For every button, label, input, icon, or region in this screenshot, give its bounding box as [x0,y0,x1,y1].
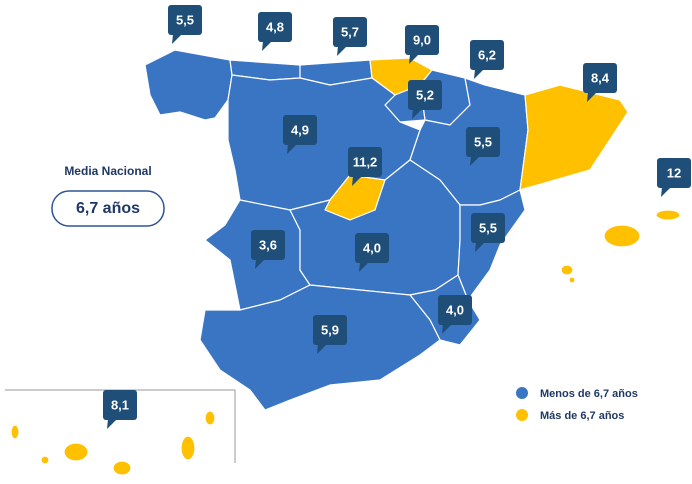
callout-pointer [337,46,347,56]
callout-label: 4,0 [363,240,381,255]
region [112,460,132,476]
callout-pointer [661,187,671,197]
callout-label: 5,5 [474,134,492,149]
callout-pointer [442,324,452,334]
callout-box [251,230,285,260]
region [655,209,681,221]
region [204,410,216,426]
legend-label: Menos de 6,7 años [540,388,638,400]
callout-pointer [359,262,369,272]
callout-pointer [409,54,419,64]
callout-label: 6,2 [478,47,496,62]
national-title: Media Nacional [64,164,151,178]
callout-pointer [172,34,182,44]
callout-box [657,158,691,188]
callout-label: 4,9 [291,122,309,137]
callout-box [348,147,382,177]
region [568,276,576,284]
callout-box [355,233,389,263]
legend-swatch [516,387,528,399]
region [40,455,50,465]
callout-box [283,115,317,145]
callout-box [405,25,439,55]
callout-pointer [262,41,272,51]
callout-box [466,127,500,157]
region [560,264,574,276]
callout-pointer [255,259,265,269]
callout-label: 8,1 [111,397,129,412]
callout-pointer [475,242,485,252]
callout-box [438,295,472,325]
callout-label: 4,0 [446,302,464,317]
callout-box [408,80,442,110]
region [180,435,196,461]
legend-label: Más de 6,7 años [540,410,624,422]
callout-label: 8,4 [591,70,610,85]
callout-label: 12 [667,165,681,180]
national-value: 6,7 años [76,200,140,217]
callout-box [333,17,367,47]
callout-pointer [587,92,597,102]
callout-label: 9,0 [413,32,431,47]
callout-pointer [470,156,480,166]
callout-label: 11,2 [353,154,378,169]
callout-box [258,12,292,42]
national-box [51,190,165,227]
region [63,442,89,462]
callouts: 5,5 4,8 5,7 9,0 6,2 5,2 4,9 5,5 8,4 11,2 3,6 4,0 5,5… [103,5,691,429]
callout-box [103,390,137,420]
callout-pointer [317,344,327,354]
callout-pointer [352,176,362,186]
region [457,189,526,301]
callout-box [168,5,202,35]
callout-box [583,63,617,93]
callout-box [470,40,504,70]
region [519,84,629,191]
callout-pointer [474,69,484,79]
callout-pointer [107,419,117,429]
callout-label: 5,7 [341,24,359,39]
canarias-inset-frame [5,389,236,463]
callout-pointer [287,144,297,154]
callout-label: 5,2 [416,87,434,102]
legend-swatch [516,409,528,421]
callout-label: 3,6 [259,237,277,252]
callout-pointer [412,109,422,119]
region [10,424,20,440]
callout-box [313,315,347,345]
callout-label: 5,9 [321,322,339,337]
region [603,224,641,248]
callout-box [471,213,505,243]
callout-label: 4,8 [266,19,284,34]
callout-label: 5,5 [176,12,194,27]
callout-label: 5,5 [479,220,497,235]
region [144,49,233,121]
